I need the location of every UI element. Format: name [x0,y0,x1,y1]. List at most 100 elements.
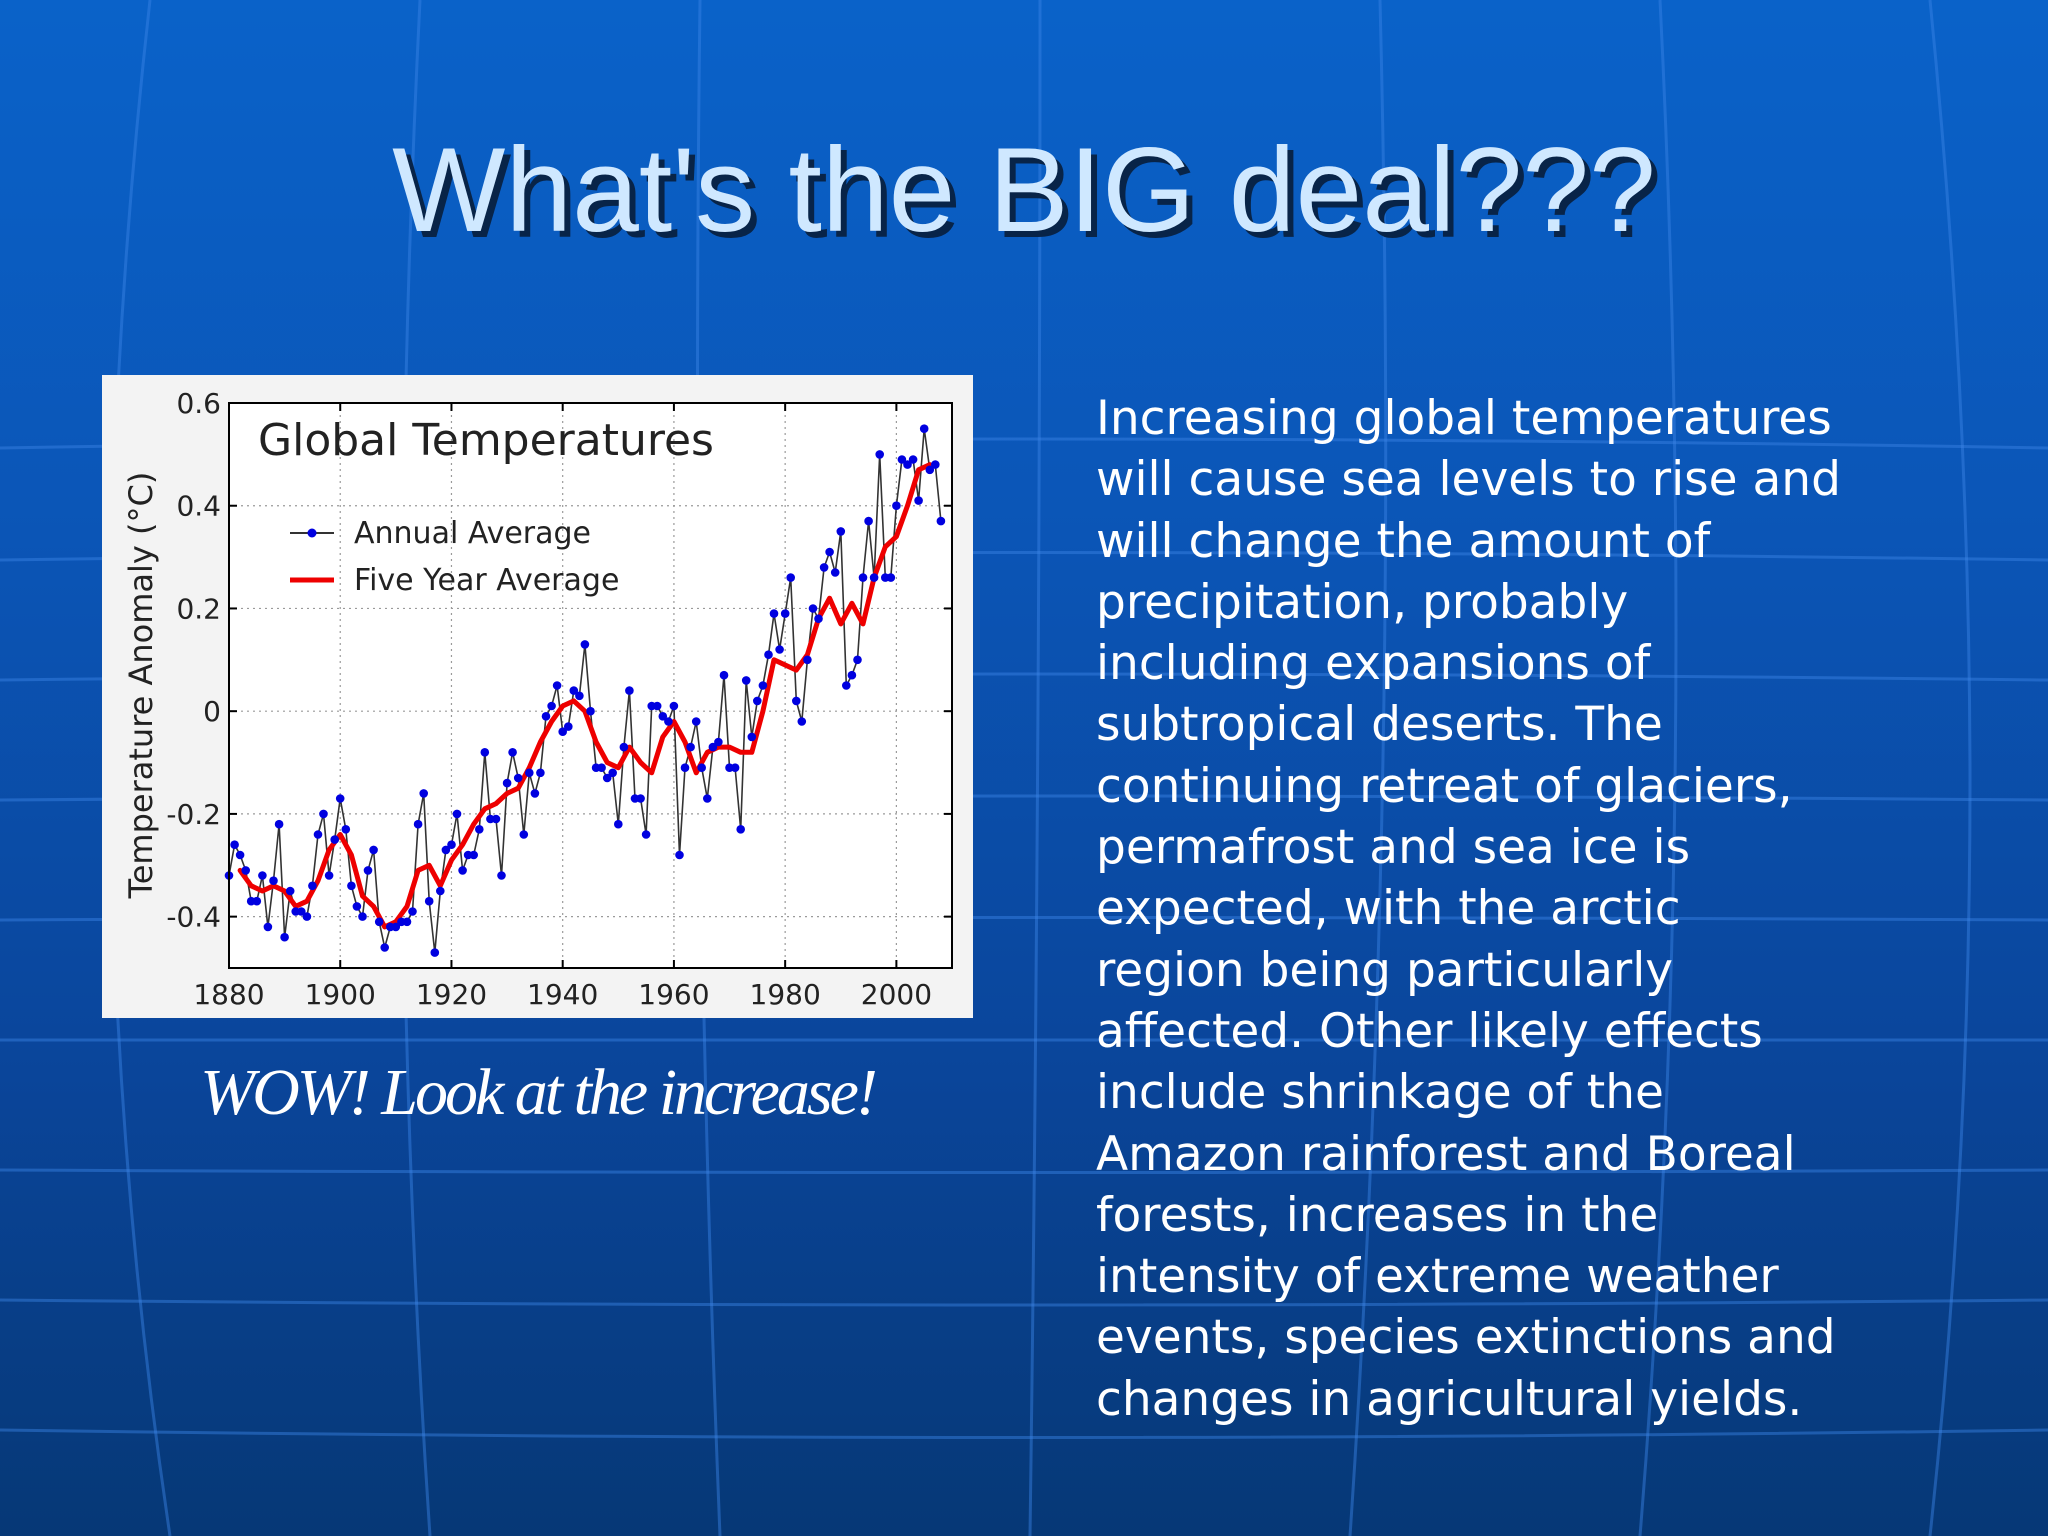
annual-data-point [714,737,723,747]
annual-data-point [241,866,250,875]
tick-layer: 1880 1900 1920 1940 1960 1980 2000 -0.4 -0.2 0 0.2… [166,387,952,1011]
annual-data-point [703,794,712,803]
annual-data-point [803,655,812,665]
annual-data-point [691,717,701,726]
y-axis-label: Temperature Anomaly (°C) [122,472,160,900]
slide-title: What's the BIG deal??? [392,123,1656,257]
annual-data-point [258,871,267,880]
annual-data-point [819,563,829,572]
annual-data-point [491,814,501,824]
annual-data-point [530,789,540,798]
annual-data-point [447,840,456,849]
annual-data-point [641,830,651,839]
annual-data-point [536,768,545,778]
annual-data-point [719,670,729,680]
annual-data-point [475,825,484,834]
annual-data-point [424,896,434,906]
x-tick-label: 1980 [750,978,821,1011]
annual-data-point [335,794,345,803]
annual-data-point [602,773,612,783]
annual-data-point [430,948,440,957]
x-tick-label: 1900 [305,978,376,1011]
annual-data-point [541,712,551,721]
annual-data-point [797,717,807,726]
annual-data-point [547,701,556,711]
annual-data-point [525,768,534,778]
annual-data-point [324,871,334,880]
annual-data-point [552,681,562,690]
annual-data-point [263,922,273,932]
annual-data-point [458,866,467,875]
annual-data-point [586,706,595,716]
y-tick-label: 0.4 [176,490,221,523]
annual-data-point [452,809,462,819]
legend-five-year-label: Five Year Average [354,563,619,598]
annual-data-point [780,609,790,618]
y-tick-label: 0 [203,695,221,728]
annual-data-point [280,932,289,942]
annual-data-point [858,573,868,582]
annual-data-point [408,907,417,916]
annual-data-point [864,516,873,526]
annual-data-point [302,912,312,921]
annual-data-point [480,748,490,757]
annual-data-point [319,809,328,819]
chart-svg: 1880 1900 1920 1940 1960 1980 2000 -0.4 -0.2 0 0.2… [122,387,953,1011]
x-tick-label: 1960 [638,978,709,1011]
annual-data-point [614,819,623,829]
annual-data-point [914,496,923,505]
legend-annual-marker [307,528,317,538]
annual-data-point [658,712,668,721]
annual-data-point [919,424,929,433]
annual-data-point [313,830,323,839]
annual-data-point [842,681,851,690]
annual-data-point [391,922,401,932]
annual-data-point [513,773,523,783]
annual-data-point [358,912,367,921]
plot-frame [228,402,953,969]
annual-data-point [814,614,823,623]
global-temperatures-chart: 1880 1900 1920 1940 1960 1980 2000 -0.4 -0.2 0 0.2… [102,375,973,1018]
annual-data-point [508,748,517,757]
annual-data-point [363,866,373,875]
annual-data-point [347,881,356,891]
annual-data-point [741,676,751,685]
annual-data-point [230,840,239,849]
annual-data-point [341,825,351,834]
annual-data-point [747,732,757,742]
annual-data-point [836,527,846,536]
annual-data-point [786,573,795,582]
annual-data-point [652,701,662,711]
annual-data-point [636,794,645,803]
annual-data-point [625,686,634,695]
annual-data-point [558,727,567,736]
annual-data-point [792,696,801,706]
annual-data-point [252,896,262,906]
annual-data-point [330,835,339,844]
annual-data-point [285,886,295,896]
annual-data-point [758,681,768,690]
chart-caption: WOW! Look at the increase! [200,1056,878,1129]
annual-data-point [669,701,679,711]
annual-data-point [892,501,901,510]
y-tick-label: -0.4 [166,901,221,934]
annual-data-point [825,547,834,557]
annual-data-point [886,573,896,582]
annual-data-point [808,604,818,613]
annual-data-point [875,450,884,459]
legend: Annual Average Five Year Average [290,516,619,598]
annual-data-point [908,455,918,464]
annual-data-point [297,907,306,916]
legend-annual-label: Annual Average [354,516,591,551]
annual-data-point [441,845,451,855]
annual-data-point [925,465,935,475]
annual-data-point [274,819,284,829]
annual-data-point [830,568,840,577]
annual-data-point [235,850,245,860]
x-tick-label: 1940 [527,978,598,1011]
annual-data-point [775,645,784,654]
annual-data-point [352,902,362,911]
annual-data-point [575,691,584,701]
x-tick-label: 2000 [861,978,932,1011]
